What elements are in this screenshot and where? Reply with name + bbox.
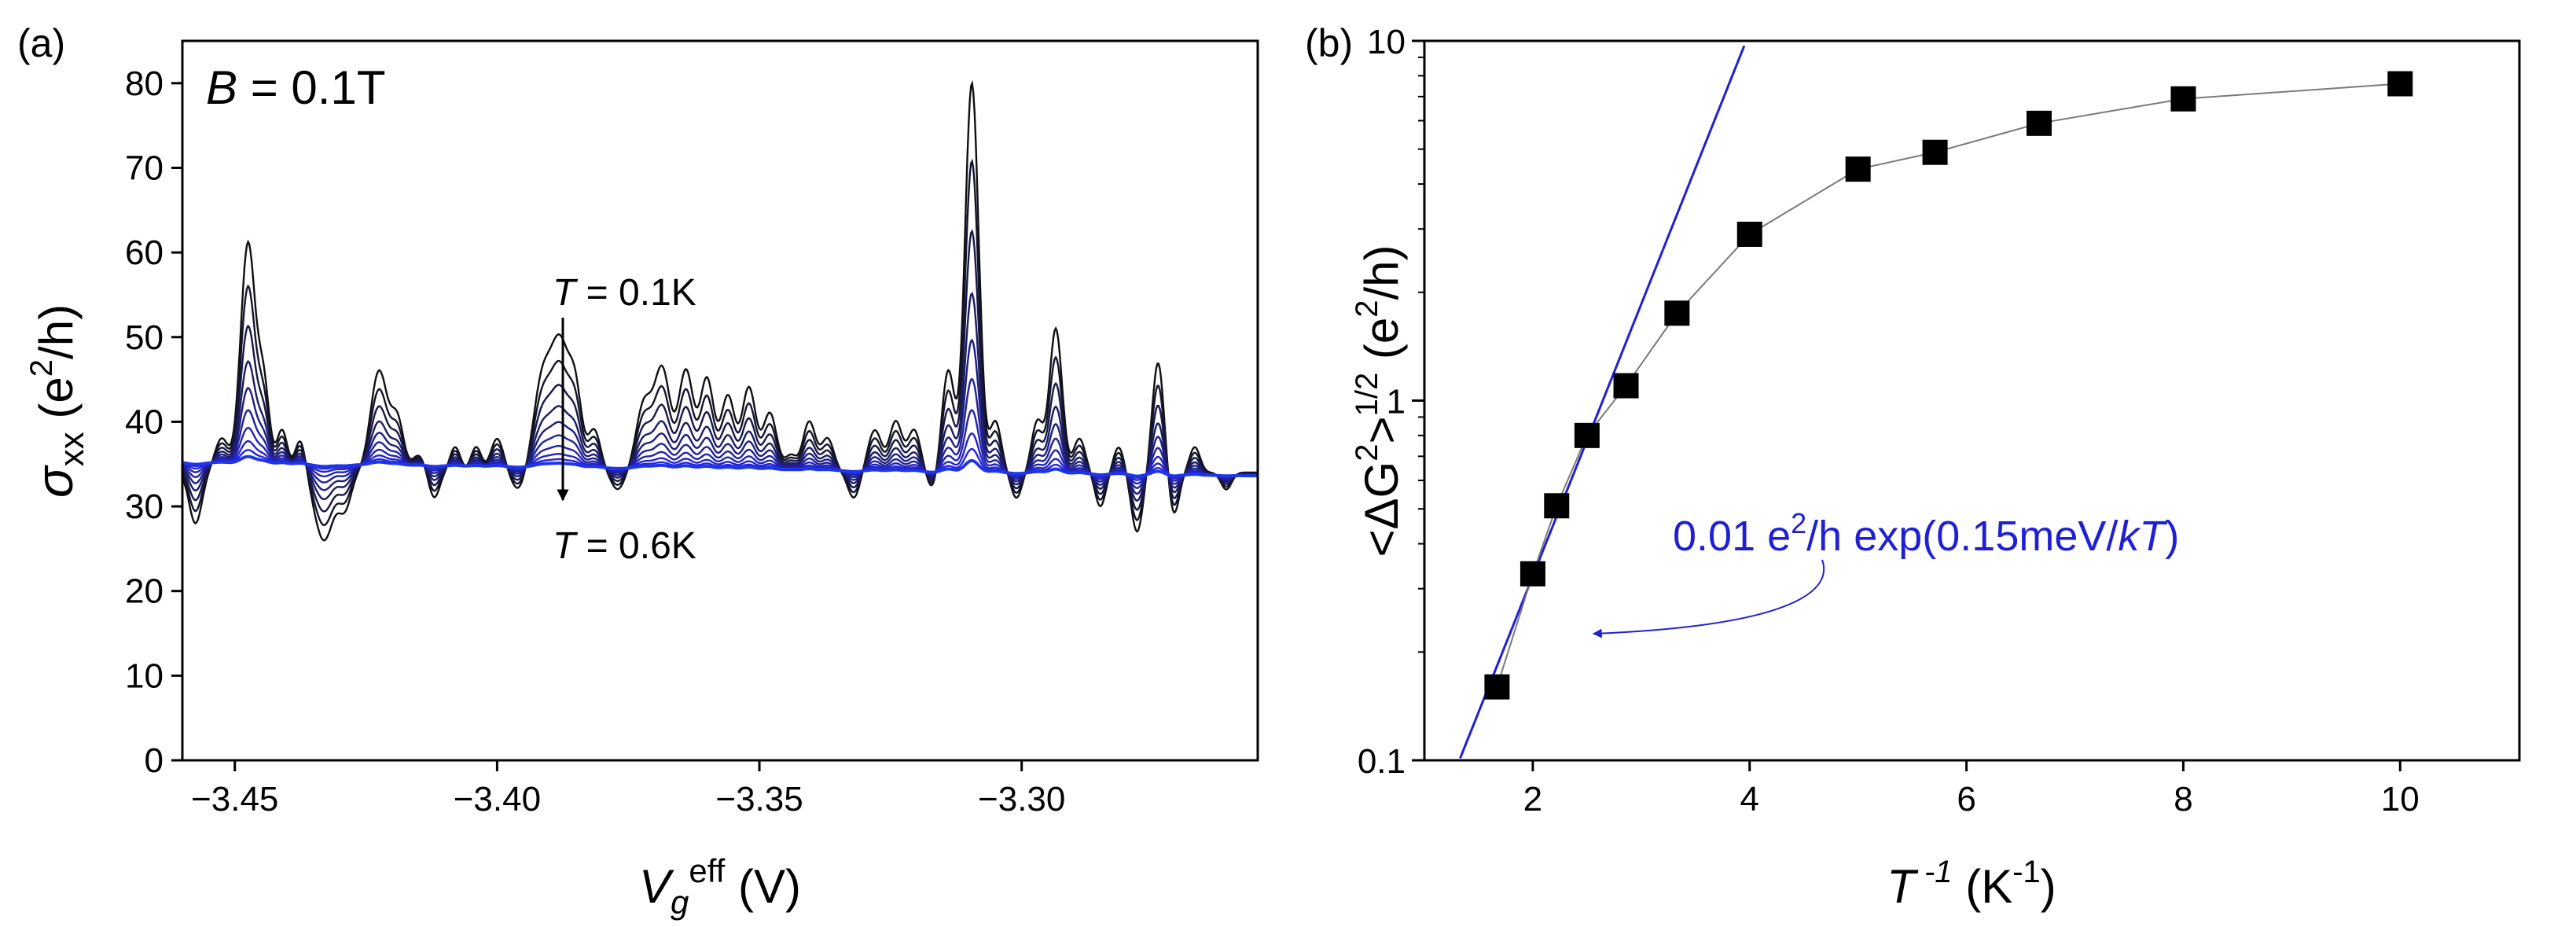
fit-label-post: ) [2165,513,2179,560]
panel-b-data-point [1544,493,1570,519]
b-ylabel-post: > [1355,416,1408,443]
panel-b-data-point [2387,71,2413,97]
panel-b-fit-arrow [1592,559,1825,638]
xlabel-sub: g [671,884,689,921]
panel-a-y-tick-label: 10 [125,657,164,695]
panel-b-data-point [1613,373,1639,399]
panel-b-data-point [2027,110,2052,136]
panel-b-y-tick-label: 0.1 [1358,742,1406,781]
b-ylabel-sup: 2 [1350,443,1384,461]
xlabel-unit: (V) [725,860,801,913]
panel-a-series-0.15K [182,158,1258,527]
temp-bottom-value: = 0.6K [575,525,696,567]
panel-a-x-tick-label: −3.30 [978,780,1065,818]
panel-a-y-tick-label: 70 [125,149,164,187]
temp-top-value: = 0.1K [575,272,696,314]
panel-a-annotation-field: B = 0.1T [206,61,385,114]
panel-b-fit-label: 0.01 e2/h exp(0.15meV/kT) [1673,507,2179,560]
panel-b-y-tick-label: 10 [1367,23,1406,61]
panel-b-data-point [1664,300,1690,326]
panel-b-plot-group [1459,45,2413,760]
b-ylabel-unit-sup: 2 [1350,300,1384,318]
panel-b-data-point [1520,561,1545,587]
field-value: = 0.1T [237,61,385,114]
fit-label-sup: 2 [1791,507,1806,539]
b-xlabel-sup: -1 [1916,855,1953,889]
panel-b-x-tick-label: 4 [1740,780,1759,818]
panel-a-series-0.6K [182,454,1258,478]
panel-a-y-ticks: 0 10 20 30 40 50 60 70 80 [125,64,182,780]
panel-a-x-tick-label: −3.40 [454,780,541,818]
ylabel-unit-pre: (e [30,377,83,432]
xlabel-main: V [639,860,674,913]
panel-a-y-tick-label: 40 [125,403,164,441]
panel-b-data-point [2170,86,2196,112]
b-xlabel-unit-pre: (K [1953,860,2013,913]
panel-a-annotation-bottom: T = 0.6K [553,525,696,567]
panel-b-x-ticks: 2 4 6 8 10 [1523,760,2420,818]
panel-b-x-tick-label: 2 [1523,780,1542,818]
panel-b-data-point [1574,422,1600,448]
b-ylabel-unit-pre: (e [1355,318,1408,373]
panel-b-x-axis-label: T -1 (K-1) [1887,855,2056,913]
panel-a-y-tick-label: 20 [125,572,164,611]
panel-a-y-tick-label: 80 [125,64,164,103]
field-symbol: B [206,61,237,114]
panel-a-x-axis-label: Vgeff (V) [639,852,801,921]
panel-a-x-ticks: −3.45 −3.40 −3.35 −3.30 [191,760,1065,818]
xlabel-sup: eff [689,852,725,889]
b-ylabel-pre: <ΔG [1355,462,1408,557]
panel-b-y-tick-label: 1 [1387,383,1406,421]
panel-a-x-tick-label: −3.35 [715,780,803,818]
fit-label-italic: kT [2118,513,2168,560]
panel-a-annotation-top: T = 0.1K [553,272,696,314]
ylabel-unit-sup: 2 [24,359,59,377]
panel-a-y-tick-label: 60 [125,234,164,272]
panel-a-label: (a) [17,21,65,65]
b-ylabel-sup2: 1/2 [1350,373,1384,417]
panel-a-series-group [182,79,1258,542]
panel-b-label: (b) [1305,21,1353,65]
ylabel-sub: xx [53,432,91,466]
panel-b-frame [1423,39,2521,762]
b-xlabel-unit-post: ) [2041,860,2056,913]
panel-a-y-axis-label: σxx (e2/h) [24,304,91,498]
temp-bottom-symbol: T [553,525,579,567]
panel-a-y-tick-label: 30 [125,487,164,526]
panel-b-x-tick-label: 8 [2174,780,2192,818]
panel-b-x-tick-label: 10 [2381,780,2420,818]
temp-top-symbol: T [553,272,579,314]
b-xlabel-unit-sup: -1 [2012,855,2041,889]
panel-b-y-axis-label: <ΔG2>1/2 (e2/h) [1350,245,1408,557]
panel-b-data-point [1736,221,1762,247]
ylabel-unit-post: /h) [30,304,83,359]
fit-label-pre: 0.01 e [1673,513,1791,560]
panel-b-data-point [1484,674,1510,700]
panel-b-data-point [1922,139,1948,165]
panel-a-y-tick-label: 0 [145,741,164,780]
panel-a-x-tick-label: −3.45 [191,780,278,818]
b-xlabel-main: T [1887,860,1919,913]
b-ylabel-unit-post: /h) [1355,245,1408,300]
panel-b-y-ticks: 0.1 1 10 [1358,23,1424,781]
panel-a-frame [181,39,1259,762]
panel-a-y-tick-label: 50 [125,318,164,357]
fit-label-mid: /h exp(0.15meV/ [1806,513,2118,560]
panel-a: (a) −3.45 −3.40 −3.35 −3.30 0 10 20 30 40 50 60 70… [17,21,1259,921]
panel-b-data-point [1845,156,1871,182]
panel-b-x-tick-label: 6 [1957,780,1975,818]
panel-b-fit-line [1459,45,1746,760]
ylabel-main: σ [25,465,83,498]
